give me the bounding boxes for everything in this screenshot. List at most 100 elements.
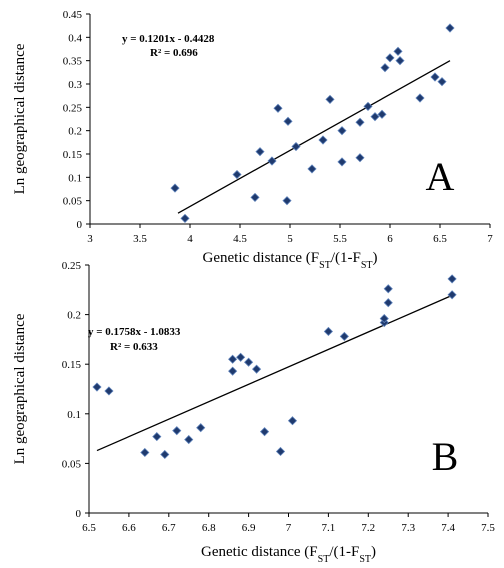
point (250, 192, 260, 202)
x-tick-label: 7 (286, 522, 292, 534)
point (244, 357, 254, 367)
point (104, 386, 114, 396)
point (252, 364, 262, 374)
point (287, 416, 298, 426)
point (172, 426, 182, 436)
y-tick-label: 0.05 (62, 458, 82, 470)
x-axis-label-part: ) (372, 250, 377, 266)
x-axis-label-part: Genetic distance (F (201, 544, 318, 560)
point (377, 109, 387, 119)
x-tick-label: 4.5 (233, 233, 247, 245)
panel-label: B (432, 434, 459, 479)
x-tick-label: 6.5 (433, 233, 447, 245)
x-tick-label: 7.2 (361, 522, 375, 534)
y-tick-label: 0.4 (68, 32, 82, 44)
point (337, 126, 347, 136)
y-tick-label: 0.45 (63, 9, 83, 21)
x-axis-label-part: ST (361, 260, 373, 271)
y-tick-label: 0.05 (63, 196, 83, 208)
y-tick-label: 0.25 (63, 102, 83, 114)
r-squared: R² = 0.633 (110, 341, 158, 353)
y-tick-label: 0.1 (68, 172, 82, 184)
x-tick-label: 7.4 (441, 522, 455, 534)
point (196, 423, 206, 433)
point (323, 326, 333, 337)
point (447, 290, 457, 300)
point (170, 183, 180, 193)
x-axis-label-part: /(1-F (331, 250, 361, 266)
point (140, 447, 150, 458)
x-tick-label: 6.7 (162, 522, 176, 534)
point (339, 331, 349, 341)
y-tick-label: 0.3 (68, 79, 82, 91)
y-axis-label: Ln geographical distance (12, 43, 28, 194)
point (379, 314, 389, 324)
panel-label: A (426, 154, 455, 199)
x-axis-label-part: ST (318, 554, 330, 565)
point (152, 432, 162, 442)
x-tick-label: 7.1 (322, 522, 336, 534)
point (395, 56, 405, 66)
point (383, 284, 393, 294)
point (232, 169, 242, 180)
x-tick-label: 7.5 (481, 522, 495, 534)
y-tick-label: 0.2 (67, 310, 81, 322)
point (282, 196, 292, 206)
trendline (96, 294, 453, 452)
x-tick-label: 6 (387, 233, 393, 245)
point (255, 147, 265, 157)
point (236, 352, 246, 362)
y-tick-label: 0.25 (62, 260, 82, 272)
x-axis-label: Genetic distance (FST/(1-FST) (201, 544, 376, 565)
point (415, 93, 425, 103)
equation: y = 0.1201x - 0.4428 (122, 33, 215, 45)
point (283, 116, 293, 126)
point (380, 63, 390, 73)
point (355, 117, 365, 127)
point (363, 101, 373, 111)
y-tick-label: 0.1 (67, 409, 81, 421)
x-tick-label: 3 (87, 233, 93, 245)
point (307, 164, 317, 174)
point (160, 449, 170, 460)
x-axis-label-part: /(1-F (329, 544, 359, 560)
y-tick-label: 0 (76, 508, 82, 520)
trendline (177, 60, 451, 214)
x-tick-label: 7 (487, 233, 493, 245)
point (228, 354, 238, 364)
equation: y = 0.1758x - 1.0833 (88, 326, 181, 338)
point (437, 77, 447, 87)
point (267, 156, 277, 166)
x-axis-label-part: ST (319, 260, 331, 271)
point (92, 382, 102, 392)
y-tick-label: 0 (77, 219, 83, 231)
point (447, 274, 457, 284)
x-tick-label: 7.3 (401, 522, 415, 534)
point (318, 135, 328, 145)
r-squared: R² = 0.696 (150, 47, 198, 59)
x-axis-label-part: ST (359, 554, 371, 565)
y-tick-label: 0.35 (63, 56, 83, 68)
point (291, 141, 301, 152)
x-tick-label: 6.5 (82, 522, 96, 534)
point (393, 46, 403, 56)
point (445, 23, 455, 33)
point (273, 103, 283, 113)
point (275, 446, 286, 457)
point (355, 153, 365, 163)
x-axis-label-part: Genetic distance (F (203, 250, 320, 266)
point (259, 427, 270, 437)
x-axis-label-part: ) (371, 544, 376, 560)
point (325, 94, 335, 104)
point (184, 435, 194, 445)
point (180, 213, 190, 223)
x-tick-label: 3.5 (133, 233, 147, 245)
point (430, 72, 440, 82)
x-tick-label: 5.5 (333, 233, 347, 245)
x-tick-label: 6.8 (202, 522, 216, 534)
point (383, 298, 393, 308)
x-tick-label: 6.6 (122, 522, 136, 534)
y-tick-label: 0.2 (68, 126, 82, 138)
x-tick-label: 4 (187, 233, 193, 245)
